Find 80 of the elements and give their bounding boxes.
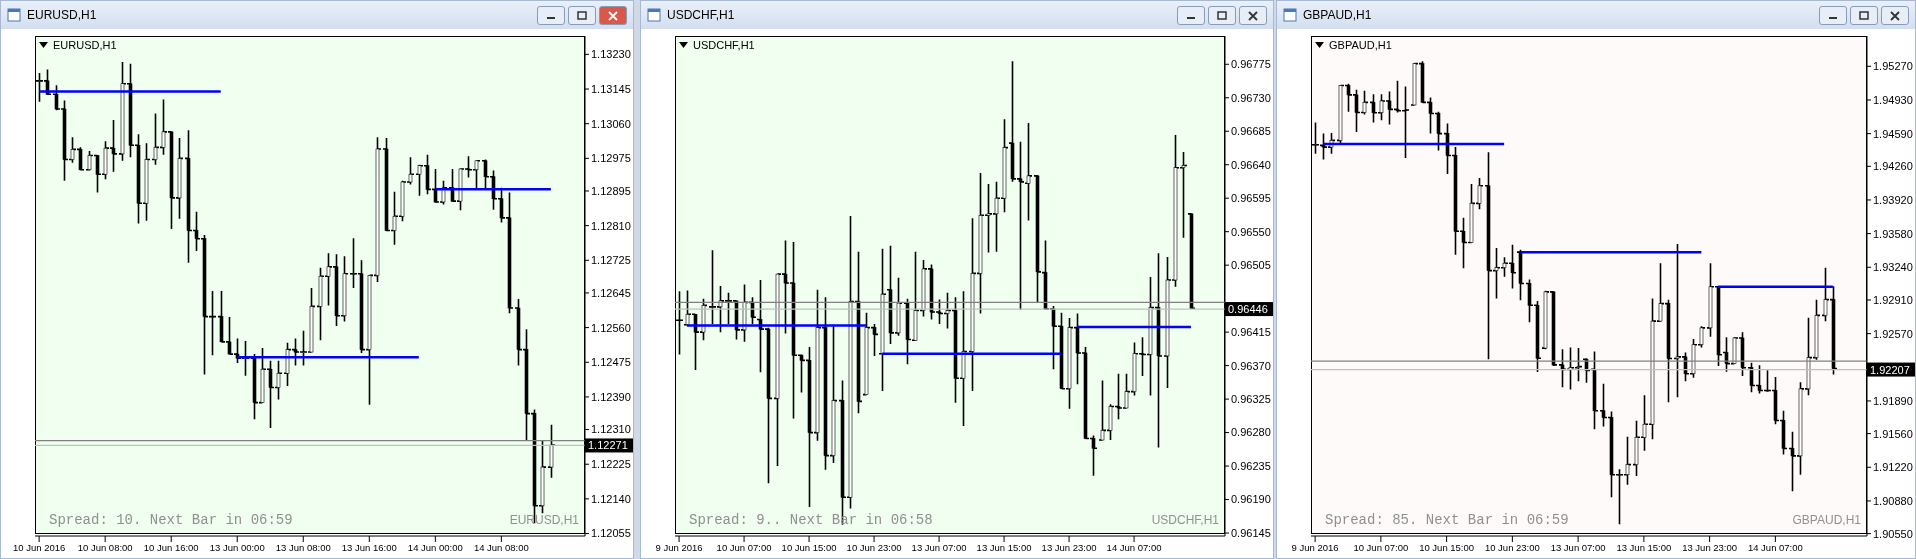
- y-tick-label: 1.94590: [1873, 127, 1913, 140]
- annotation: GBPAUD,H1: [1792, 513, 1861, 527]
- y-tick-label: 1.12975: [591, 152, 631, 165]
- annotation: Spread: 85. Next Bar in 06:59: [1325, 512, 1569, 528]
- y-tick-label: 0.96415: [1231, 326, 1271, 339]
- y-tick-label: 1.13230: [591, 48, 631, 61]
- x-tick-label: 13 Jun 07:00: [1550, 541, 1606, 553]
- x-tick-label: 10 Jun 08:00: [77, 541, 133, 553]
- y-tick-label: 1.13060: [591, 117, 631, 130]
- y-tick-label: 1.91560: [1873, 427, 1913, 440]
- y-tick-label: 0.96370: [1231, 359, 1271, 372]
- x-tick-label: 10 Jun 16:00: [143, 541, 199, 553]
- chart-subtitle: GBPAUD,H1: [1329, 39, 1392, 51]
- y-tick-label: 1.93240: [1873, 261, 1913, 274]
- y-tick-label: 1.94260: [1873, 160, 1913, 173]
- x-tick-label: 10 Jun 23:00: [846, 541, 902, 553]
- x-tick-label: 13 Jun 08:00: [275, 541, 331, 553]
- chart-title: GBPAUD,H1: [1303, 8, 1372, 22]
- x-tick-label: 10 Jun 07:00: [716, 541, 772, 553]
- y-tick-label: 1.13145: [591, 82, 631, 95]
- chart-title: USDCHF,H1: [667, 8, 735, 22]
- y-tick-label: 1.12310: [591, 423, 631, 436]
- annotation: USDCHF,H1: [1151, 513, 1219, 527]
- y-tick-label: 1.92570: [1873, 327, 1913, 340]
- y-tick-label: 1.93580: [1873, 227, 1913, 240]
- y-tick-label: 1.12055: [591, 527, 631, 540]
- y-tick-label: 1.91220: [1873, 461, 1913, 474]
- y-tick-label: 1.12140: [591, 492, 631, 505]
- y-tick-label: 1.90880: [1873, 494, 1913, 507]
- y-tick-label: 1.12225: [591, 458, 631, 471]
- x-tick-label: 13 Jun 15:00: [976, 541, 1032, 553]
- x-tick-label: 14 Jun 00:00: [407, 541, 463, 553]
- y-tick-label: 1.12560: [591, 321, 631, 334]
- y-tick-label: 1.90550: [1873, 527, 1913, 540]
- y-tick-label: 0.96640: [1231, 158, 1271, 171]
- x-tick-label: 13 Jun 07:00: [911, 541, 967, 553]
- y-tick-label: 1.12390: [591, 390, 631, 403]
- y-tick-label: 1.12645: [591, 286, 631, 299]
- chart-subtitle: EURUSD,H1: [53, 39, 117, 51]
- y-tick-label: 1.12810: [591, 219, 631, 232]
- y-tick-label: 1.93920: [1873, 193, 1913, 206]
- chart-title: EURUSD,H1: [27, 8, 97, 22]
- y-tick-label: 0.96505: [1231, 259, 1271, 272]
- annotation: Spread: 10. Next Bar in 06:59: [49, 512, 293, 528]
- x-tick-label: 14 Jun 08:00: [473, 541, 529, 553]
- y-tick-label: 0.96280: [1231, 426, 1271, 439]
- x-tick-label: 14 Jun 07:00: [1747, 541, 1803, 553]
- y-tick-label: 0.96685: [1231, 125, 1271, 138]
- y-tick-label: 0.96595: [1231, 192, 1271, 205]
- y-tick-label: 0.96550: [1231, 225, 1271, 238]
- ref-line-label: 0.96446: [1228, 303, 1268, 316]
- x-tick-label: 10 Jun 07:00: [1353, 541, 1409, 553]
- x-tick-label: 9 Jun 2016: [655, 541, 703, 553]
- x-tick-label: 10 Jun 23:00: [1484, 541, 1540, 553]
- y-tick-label: 0.96145: [1231, 526, 1271, 539]
- y-tick-label: 1.95270: [1873, 60, 1913, 73]
- x-tick-label: 10 Jun 15:00: [781, 541, 837, 553]
- x-tick-label: 13 Jun 16:00: [341, 541, 397, 553]
- x-tick-label: 13 Jun 23:00: [1041, 541, 1097, 553]
- y-tick-label: 1.12475: [591, 356, 631, 369]
- y-tick-label: 1.92910: [1873, 293, 1913, 306]
- y-tick-label: 0.96190: [1231, 493, 1271, 506]
- chart-subtitle: USDCHF,H1: [693, 39, 755, 51]
- y-tick-label: 1.94930: [1873, 93, 1913, 106]
- x-tick-label: 13 Jun 00:00: [209, 541, 265, 553]
- x-tick-label: 13 Jun 15:00: [1616, 541, 1672, 553]
- y-tick-label: 0.96235: [1231, 459, 1271, 472]
- x-tick-label: 10 Jun 2016: [12, 541, 66, 553]
- y-tick-label: 0.96730: [1231, 91, 1271, 104]
- x-tick-label: 10 Jun 15:00: [1419, 541, 1475, 553]
- x-tick-label: 13 Jun 23:00: [1682, 541, 1738, 553]
- x-tick-label: 9 Jun 2016: [1291, 541, 1339, 553]
- y-tick-label: 1.12725: [591, 254, 631, 267]
- y-tick-label: 1.12895: [591, 184, 631, 197]
- ref-line-label: 1.92207: [1870, 363, 1910, 376]
- y-tick-label: 1.91890: [1873, 394, 1913, 407]
- y-tick-label: 0.96775: [1231, 58, 1271, 71]
- x-tick-label: 14 Jun 07:00: [1106, 541, 1162, 553]
- y-tick-label: 0.96325: [1231, 393, 1271, 405]
- ref-line-label: 1.12271: [588, 439, 628, 452]
